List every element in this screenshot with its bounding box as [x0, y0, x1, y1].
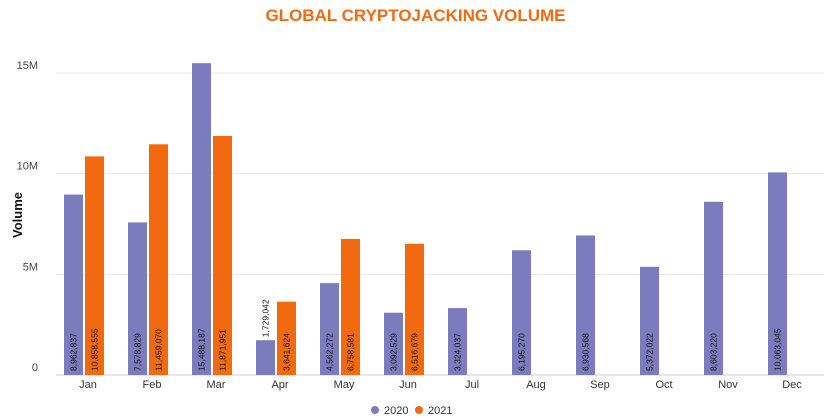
chart-title: GLOBAL CRYPTOJACKING VOLUME	[265, 6, 566, 25]
data-label-2021-jun: 6,516,679	[410, 333, 420, 371]
bar-2021-jun	[405, 243, 424, 375]
bars: 8,962,837 10,858,555 7,578,829 11,459,070 15…	[64, 63, 787, 375]
data-label-2020-jul: 3,324,037	[453, 333, 463, 371]
data-label-2020-mar: 15,488,187	[197, 328, 207, 371]
y-axis-label: Volume	[10, 192, 25, 238]
bar-2020-dec	[768, 172, 787, 375]
x-tick-label: Jan	[79, 379, 97, 391]
data-label-2020-feb: 7,578,829	[133, 333, 143, 371]
y-tick-label: 15M	[17, 60, 38, 72]
y-tick-label: 0	[32, 362, 38, 374]
x-tick-label: Jun	[399, 379, 417, 391]
bar-2020-jun	[384, 312, 403, 375]
x-tick-label: Apr	[271, 379, 288, 391]
bar-2021-mar	[213, 135, 232, 375]
y-axis-ticks: 0 5M 10M 15M	[17, 60, 38, 374]
bar-2020-apr	[256, 340, 275, 375]
data-label-2020-may: 4,562,272	[325, 333, 335, 371]
bar-2020-may	[320, 283, 339, 375]
data-label-2020-oct: 5,372,022	[645, 333, 655, 371]
legend-label-2020: 2020	[384, 405, 408, 417]
x-tick-label: Sep	[590, 379, 610, 391]
bar-2021-feb	[149, 144, 168, 375]
data-label-2021-jan: 10,858,555	[90, 328, 100, 371]
bar-2020-oct	[640, 266, 659, 375]
y-tick-label: 5M	[23, 261, 38, 273]
legend-swatch-2021	[415, 406, 423, 414]
bar-2020-mar	[192, 63, 211, 375]
x-tick-label: Aug	[526, 379, 546, 391]
data-label-2021-may: 6,758,581	[346, 333, 356, 371]
bar-2020-jan	[64, 194, 83, 375]
data-label-2020-aug: 6,195,270	[517, 333, 527, 371]
legend: 2020 2021	[371, 405, 452, 417]
data-label-2020-apr: 1,729,042	[261, 299, 271, 337]
x-tick-label: Jul	[465, 379, 479, 391]
x-tick-label: Mar	[207, 379, 226, 391]
data-label-2020-jan: 8,962,837	[69, 333, 79, 371]
x-tick-label: Oct	[655, 379, 672, 391]
legend-label-2021: 2021	[428, 405, 452, 417]
gridlines	[56, 72, 824, 376]
data-label-2020-sep: 6,930,568	[581, 333, 591, 371]
data-label-2021-apr: 3,641,624	[282, 333, 292, 371]
data-label-2021-feb: 11,459,070	[154, 329, 164, 371]
bar-2021-may	[341, 238, 360, 375]
bar-2020-sep	[576, 235, 595, 375]
x-axis-ticks: Jan Feb Mar Apr May Jun Jul Aug Sep Oct Nov Dec	[79, 379, 802, 391]
x-tick-label: Dec	[782, 379, 802, 391]
x-tick-label: Nov	[718, 379, 738, 391]
data-label-2020-jun: 3,092,529	[389, 333, 399, 371]
data-label-2020-nov: 8,603,220	[709, 333, 719, 371]
x-tick-label: May	[334, 379, 355, 391]
bar-2020-feb	[128, 222, 147, 375]
data-label-2020-dec: 10,063,045	[773, 328, 783, 371]
y-tick-label: 10M	[17, 161, 38, 173]
bar-2021-jan	[85, 156, 104, 375]
x-tick-label: Feb	[143, 379, 162, 391]
legend-swatch-2020	[371, 406, 379, 414]
bar-2021-apr	[277, 301, 296, 375]
bar-2020-jul	[448, 308, 467, 375]
data-label-2021-mar: 11,871,951	[218, 329, 228, 371]
bar-2020-aug	[512, 250, 531, 375]
bar-2020-nov	[704, 201, 723, 375]
